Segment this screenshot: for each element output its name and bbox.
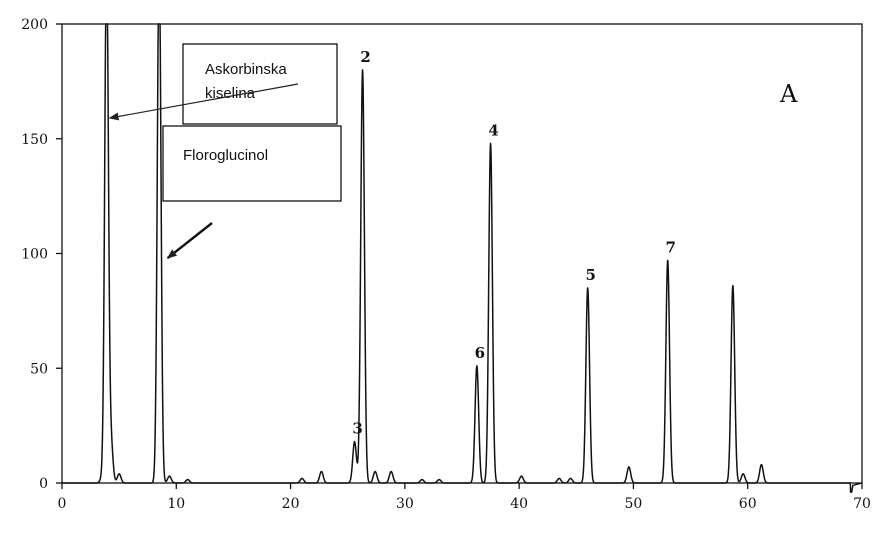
y-tick-label: 50 <box>30 361 48 377</box>
x-tick-label: 60 <box>739 496 757 512</box>
panel-label: A <box>779 80 798 108</box>
x-tick-label: 10 <box>167 496 185 512</box>
peak-labels: 2 3 4 5 6 7 <box>352 48 676 438</box>
annotations: Askorbinska kiselina Floroglucinol <box>108 43 342 260</box>
y-tick-label: 100 <box>21 247 48 263</box>
x-tick-label: 40 <box>510 496 528 512</box>
annotation-box-ascorbic-acid <box>182 43 338 125</box>
peak-label: 7 <box>665 238 675 256</box>
peak-label: 3 <box>352 420 362 438</box>
chromatogram-line <box>61 23 863 493</box>
peak-label: 4 <box>488 121 498 139</box>
plot-frame <box>61 23 863 484</box>
annotation-text: Floroglucinol <box>183 147 268 164</box>
y-tick-label: 200 <box>21 17 48 33</box>
peak-label: 6 <box>475 344 485 362</box>
arrow-phloroglucinol <box>166 222 213 260</box>
annotation-box-phloroglucinol <box>162 125 342 202</box>
peak-label: 2 <box>360 48 370 66</box>
chromatogram-trace <box>61 23 863 493</box>
annotation-text: kiselina <box>205 85 256 102</box>
x-tick-label: 70 <box>853 496 871 512</box>
x-tick-label: 30 <box>396 496 414 512</box>
axes: 0 10 20 30 40 50 60 70 0 50 100 150 200 A <box>21 17 871 512</box>
y-tick-label: 150 <box>21 132 48 148</box>
x-tick-label: 0 <box>58 496 67 512</box>
arrow-ascorbic-acid <box>108 83 299 121</box>
x-tick-label: 50 <box>625 496 643 512</box>
y-tick-label: 0 <box>39 476 48 492</box>
annotation-text: Askorbinska <box>205 61 287 78</box>
x-tick-label: 20 <box>282 496 300 512</box>
peak-label: 5 <box>585 266 595 284</box>
